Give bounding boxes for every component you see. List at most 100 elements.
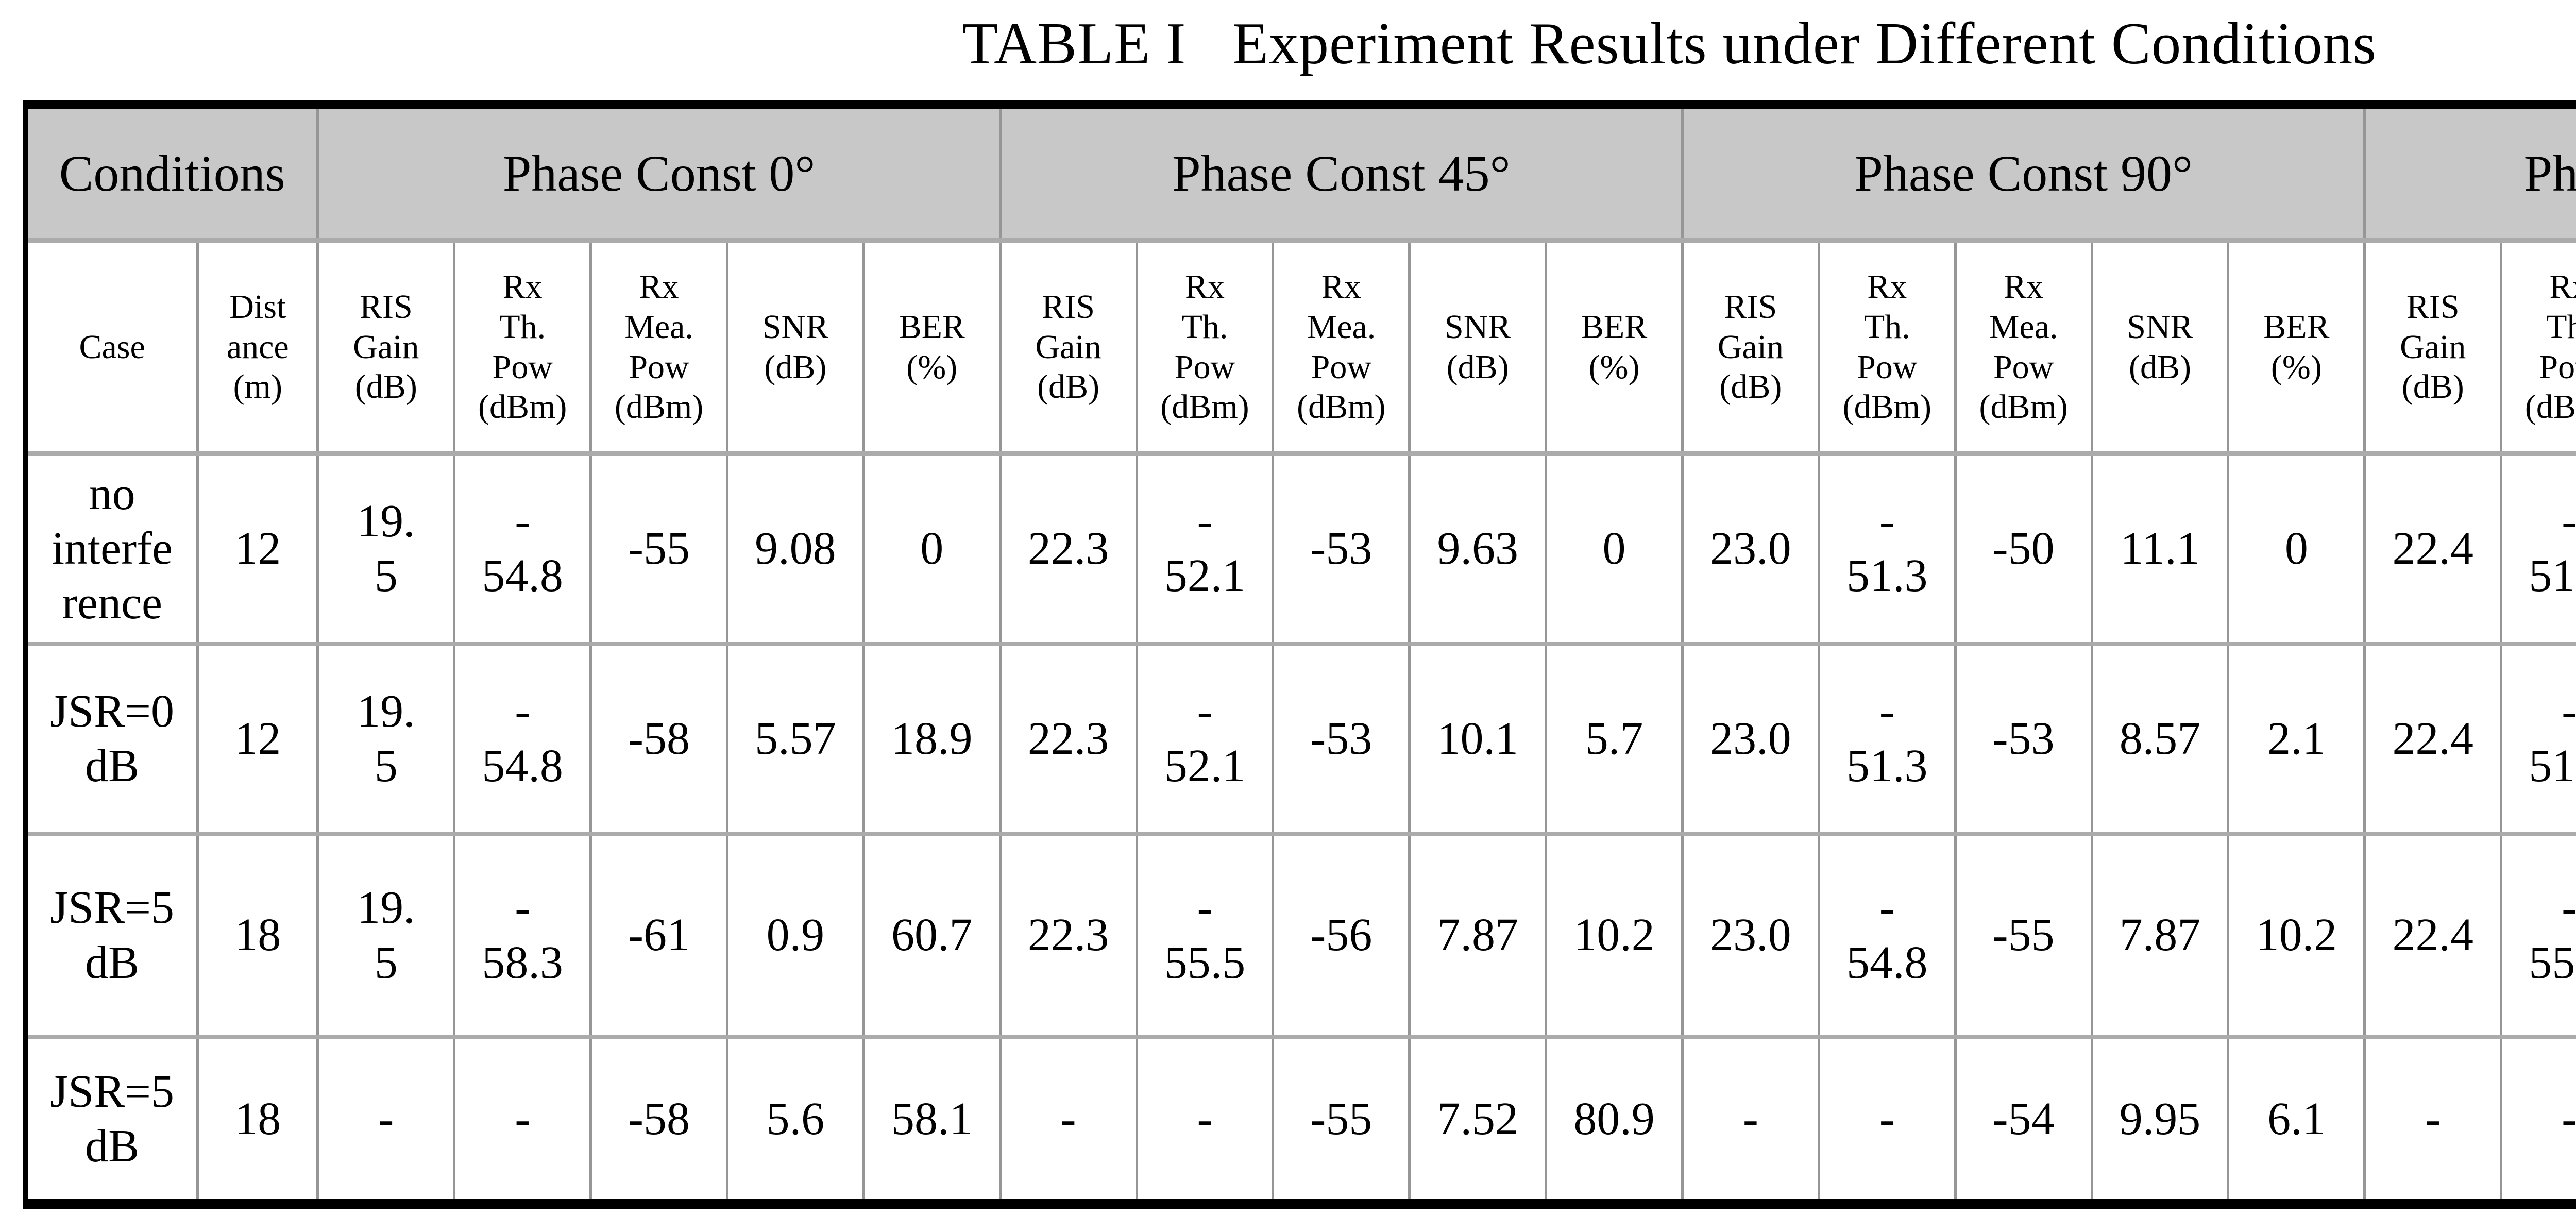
data-cell: - 51.9 <box>2501 644 2576 836</box>
data-cell: 7.87 <box>1409 834 1548 1039</box>
data-cell: 12 <box>197 644 319 836</box>
data-cell: 18 <box>197 1037 319 1199</box>
data-cell: -58 <box>590 644 728 836</box>
data-cell: 5.57 <box>727 644 865 836</box>
data-cell: 8.57 <box>2092 644 2230 836</box>
group-header-cell: Phase Const 45° <box>1000 109 1684 243</box>
data-cell: 0.9 <box>727 834 865 1039</box>
column-header-cell: Rx Th. Pow (dBm) <box>454 240 592 456</box>
data-cell: - <box>2501 1037 2576 1199</box>
data-cell: - 51.9 <box>2501 453 2576 646</box>
data-cell: - 52.1 <box>1137 644 1275 836</box>
data-cell: 58.1 <box>863 1037 1002 1199</box>
results-table: Conditions Phase Const 0° Phase Const 45° P… <box>28 109 2576 1199</box>
column-header-cell: RIS Gain (dB) <box>2364 240 2503 456</box>
data-cell: - 58.3 <box>454 834 592 1039</box>
data-cell: 19. 5 <box>317 644 456 836</box>
data-cell: - <box>1819 1037 1957 1199</box>
data-cell: 22.4 <box>2364 453 2503 646</box>
data-cell: - <box>1137 1037 1275 1199</box>
data-cell: - 55.5 <box>1137 834 1275 1039</box>
group-header-cell: Conditions <box>28 109 319 243</box>
data-cell: 0 <box>1546 453 1684 646</box>
data-cell: -53 <box>1273 644 1411 836</box>
data-cell: -56 <box>1273 834 1411 1039</box>
data-cell: 22.4 <box>2364 834 2503 1039</box>
case-cell: JSR=5 dB <box>28 834 199 1039</box>
group-header-cell: Phase Const 135° <box>2364 109 2576 243</box>
data-cell: 12 <box>197 453 319 646</box>
data-cell: - <box>317 1037 456 1199</box>
data-cell: 22.3 <box>1000 453 1138 646</box>
data-cell: -53 <box>1955 644 2093 836</box>
table-row: JSR=0 dB 12 19. 5- 54.8 -58 5.57 18.9 22.3- 52… <box>28 644 2576 836</box>
data-cell: 0 <box>863 453 1002 646</box>
data-cell: -61 <box>590 834 728 1039</box>
column-header-cell: Rx Th. Pow (dBm) <box>2501 240 2576 456</box>
column-header-cell: RIS Gain (dB) <box>1682 240 1820 456</box>
column-header-cell: SNR (dB) <box>727 240 865 456</box>
column-header-cell: Rx Th. Pow (dBm) <box>1819 240 1957 456</box>
data-cell: - 54.8 <box>1819 834 1957 1039</box>
paper-table-page: TABLE I Experiment Results under Differe… <box>0 8 2576 1209</box>
data-cell: - <box>1000 1037 1138 1199</box>
group-header-cell: Phase Const 0° <box>317 109 1002 243</box>
data-cell: 22.3 <box>1000 644 1138 836</box>
data-cell: 11.1 <box>2092 453 2230 646</box>
column-header-cell: SNR (dB) <box>1409 240 1548 456</box>
data-cell: 18 <box>197 834 319 1039</box>
data-cell: 22.4 <box>2364 644 2503 836</box>
data-cell: 9.08 <box>727 453 865 646</box>
data-cell: - 51.3 <box>1819 644 1957 836</box>
data-cell: - 54.8 <box>454 453 592 646</box>
column-header-row: Case Dist ance (m) RIS Gain (dB) Rx Th. Pow… <box>28 240 2576 456</box>
column-header-cell: RIS Gain (dB) <box>1000 240 1138 456</box>
data-cell: 23.0 <box>1682 834 1820 1039</box>
data-cell: - <box>454 1037 592 1199</box>
data-cell: -50 <box>1955 453 2093 646</box>
data-cell: 5.7 <box>1546 644 1684 836</box>
data-cell: 80.9 <box>1546 1037 1684 1199</box>
data-cell: 5.6 <box>727 1037 865 1199</box>
case-cell: no interfe rence <box>28 453 199 646</box>
column-header-cell: Dist ance (m) <box>197 240 319 456</box>
data-cell: 19. 5 <box>317 453 456 646</box>
column-header-cell: BER (%) <box>2228 240 2366 456</box>
data-cell: -55 <box>1273 1037 1411 1199</box>
group-header-cell: Phase Const 90° <box>1682 109 2366 243</box>
data-cell: 18.9 <box>863 644 1002 836</box>
data-cell: - 54.8 <box>454 644 592 836</box>
data-cell: -55 <box>1955 834 2093 1039</box>
column-header-cell: Rx Mea. Pow (dBm) <box>1955 240 2093 456</box>
data-cell: 10.2 <box>2228 834 2366 1039</box>
column-header-cell: Rx Mea. Pow (dBm) <box>1273 240 1411 456</box>
data-cell: - 51.3 <box>1819 453 1957 646</box>
data-cell: - <box>2364 1037 2503 1199</box>
data-cell: - 55.4 <box>2501 834 2576 1039</box>
column-header-cell: Rx Mea. Pow (dBm) <box>590 240 728 456</box>
data-cell: 23.0 <box>1682 644 1820 836</box>
data-cell: -58 <box>590 1037 728 1199</box>
data-cell: 0 <box>2228 453 2366 646</box>
data-cell: 19. 5 <box>317 834 456 1039</box>
column-header-cell: Rx Th. Pow (dBm) <box>1137 240 1275 456</box>
data-cell: 10.1 <box>1409 644 1548 836</box>
data-cell: 7.87 <box>2092 834 2230 1039</box>
data-cell: -53 <box>1273 453 1411 646</box>
data-cell: - <box>1682 1037 1820 1199</box>
data-cell: 60.7 <box>863 834 1002 1039</box>
data-cell: -54 <box>1955 1037 2093 1199</box>
data-cell: 6.1 <box>2228 1037 2366 1199</box>
group-header-row: Conditions Phase Const 0° Phase Const 45° P… <box>28 109 2576 243</box>
column-header-cell: SNR (dB) <box>2092 240 2230 456</box>
data-cell: 9.63 <box>1409 453 1548 646</box>
data-cell: -55 <box>590 453 728 646</box>
data-cell: 2.1 <box>2228 644 2366 836</box>
data-cell: 9.95 <box>2092 1037 2230 1199</box>
table-row: JSR=5 dB 18- - -58 5.6 58.1- - -55 7.52 80.9- - -54… <box>28 1037 2576 1199</box>
data-cell: 22.3 <box>1000 834 1138 1039</box>
data-cell: 7.52 <box>1409 1037 1548 1199</box>
results-table-frame: Conditions Phase Const 0° Phase Const 45° P… <box>23 100 2576 1209</box>
data-cell: 23.0 <box>1682 453 1820 646</box>
data-cell: 10.2 <box>1546 834 1684 1039</box>
